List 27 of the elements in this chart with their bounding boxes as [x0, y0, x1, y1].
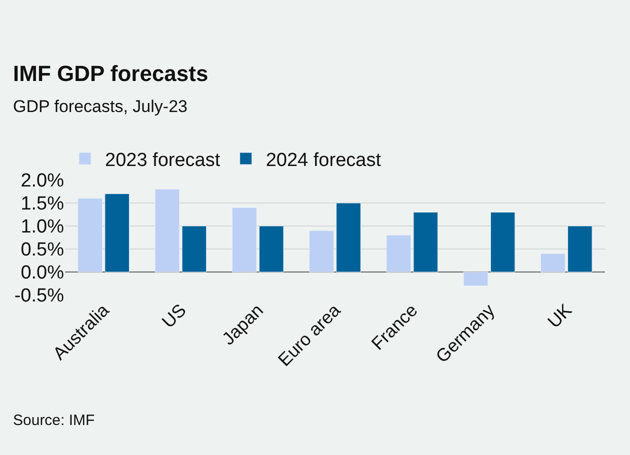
bar: [413, 212, 438, 272]
y-tick-label: 0.0%: [20, 262, 64, 284]
bar: [386, 234, 412, 272]
y-tick-label: -0.5%: [14, 286, 64, 307]
source-note: Source: IMF: [13, 412, 95, 429]
legend-label: 2023 forecast: [105, 150, 221, 171]
bar: [490, 212, 516, 272]
legend-label: 2024 forecast: [266, 150, 382, 171]
bar: [336, 202, 361, 272]
x-tick-label: US: [158, 300, 190, 332]
y-tick-label: 1.0%: [20, 216, 64, 238]
bar: [232, 207, 257, 272]
bar: [463, 272, 488, 286]
bar: [540, 253, 566, 272]
bar: [104, 194, 130, 272]
bar: [309, 230, 334, 272]
x-tick-label: UK: [544, 300, 576, 332]
bar: [154, 188, 180, 272]
chart-title: IMF GDP forecasts: [13, 61, 208, 86]
bar: [258, 226, 284, 272]
y-tick-label: 1.5%: [20, 194, 64, 215]
bar: [78, 198, 102, 272]
bar: [568, 226, 592, 272]
y-tick-label: 0.5%: [20, 240, 64, 261]
chart-subtitle: GDP forecasts, July-23: [13, 97, 188, 116]
bar: [182, 226, 207, 272]
y-tick-label: 2.0%: [20, 170, 64, 192]
